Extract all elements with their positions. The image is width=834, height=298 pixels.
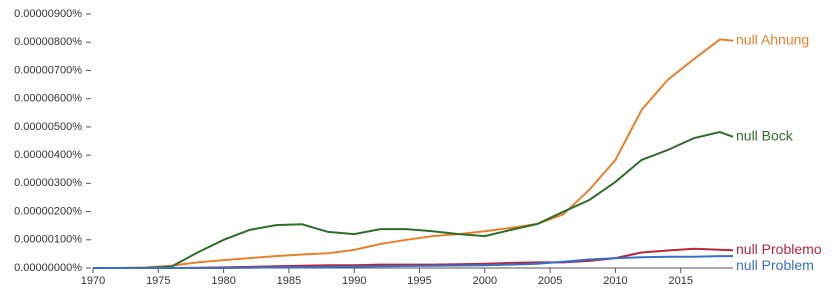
legend-label: null Problem (736, 257, 814, 273)
x-tick-label: 1990 (342, 275, 366, 287)
y-tick-label: 0.00000900% (14, 8, 82, 20)
y-tick-label: 0.00000100% (14, 234, 82, 246)
x-tick-label: 1975 (146, 275, 170, 287)
series-line (93, 255, 733, 269)
x-tick-label: 1970 (81, 275, 105, 287)
y-tick-label: 0.00000700% (14, 64, 82, 76)
y-tick-label: 0.00000200% (14, 205, 82, 217)
series-line (93, 38, 734, 269)
x-tick-label: 1985 (277, 275, 301, 287)
legend-label: null Ahnung (736, 32, 809, 48)
y-tick-label: 0.00000300% (14, 177, 82, 189)
y-tick-label: 0.00000600% (14, 93, 82, 105)
y-tick-label: 0.00000500% (14, 121, 82, 133)
series-line (93, 130, 734, 269)
x-tick-label: 1995 (407, 275, 431, 287)
x-tick-label: 2000 (473, 275, 497, 287)
x-tick-label: 2010 (603, 275, 627, 287)
legend-label: null Problemo (736, 241, 822, 257)
y-tick-label: 0.00000400% (14, 149, 82, 161)
x-tick-label: 1980 (211, 275, 235, 287)
y-tick-label: 0.00000800% (14, 36, 82, 48)
y-tick-label: 0.00000000% (14, 262, 82, 274)
x-tick-label: 2005 (538, 275, 562, 287)
legend-label: null Bock (736, 127, 794, 143)
x-tick-label: 2015 (669, 275, 693, 287)
